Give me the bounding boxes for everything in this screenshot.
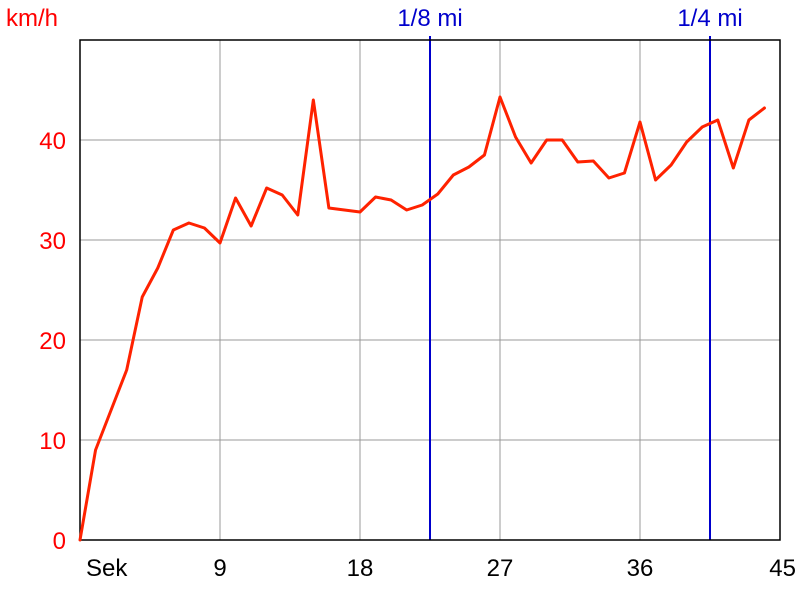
- series-layer: [78, 95, 766, 542]
- data-point: [421, 203, 424, 207]
- y-tick-label: 0: [53, 528, 66, 555]
- data-point: [483, 153, 486, 157]
- tick-labels: 0 10 20 30 40 9 18 27 36 45: [39, 128, 796, 582]
- data-point: [109, 408, 113, 412]
- data-point: [436, 192, 439, 196]
- data-point: [296, 213, 299, 217]
- x-tick-label: 27: [487, 555, 514, 582]
- data-point: [94, 448, 97, 452]
- y-tick-label: 30: [39, 228, 66, 255]
- data-point: [374, 195, 377, 199]
- data-point: [125, 368, 128, 372]
- data-point: [545, 138, 548, 142]
- x-tick-label: 36: [627, 555, 654, 582]
- x-tick-label: 45: [769, 555, 796, 582]
- data-point: [156, 266, 159, 270]
- x-tick-label: 9: [213, 555, 226, 582]
- data-point: [234, 196, 237, 200]
- y-tick-label: 10: [39, 428, 66, 455]
- data-point: [141, 295, 144, 299]
- data-point: [498, 95, 502, 99]
- data-point: [327, 206, 331, 210]
- data-point: [561, 138, 564, 142]
- distance-marker-label: 1/4 mi: [677, 5, 742, 32]
- data-point: [389, 198, 393, 202]
- x-axis-unit-label: Sek: [86, 555, 128, 582]
- data-point: [638, 120, 642, 124]
- data-point: [218, 241, 222, 245]
- y-tick-label: 40: [39, 128, 66, 155]
- data-point: [576, 160, 579, 164]
- data-point: [701, 125, 704, 129]
- data-point: [592, 159, 595, 163]
- data-point: [78, 538, 82, 542]
- y-tick-label: 20: [39, 328, 66, 355]
- distance-marker-label: 1/8 mi: [397, 5, 462, 32]
- data-point: [281, 193, 284, 197]
- data-point: [467, 165, 471, 169]
- data-point: [405, 208, 408, 212]
- plot-frame: [79, 39, 781, 541]
- distance-markers: 1/8 mi 1/4 mi: [397, 5, 743, 540]
- data-point: [529, 161, 533, 165]
- data-point: [187, 221, 191, 225]
- data-point: [172, 228, 175, 232]
- data-point: [685, 140, 688, 144]
- speed-series-line: [78, 95, 766, 542]
- data-point: [249, 224, 253, 228]
- data-point: [623, 171, 626, 175]
- axis-labels: km/h Sek: [6, 5, 128, 582]
- data-point: [654, 178, 657, 182]
- data-point: [716, 118, 719, 122]
- data-point: [265, 186, 268, 190]
- y-axis-unit-label: km/h: [6, 5, 58, 32]
- data-point: [763, 106, 766, 110]
- data-point: [732, 166, 735, 170]
- data-point: [358, 210, 362, 214]
- data-point: [607, 176, 611, 180]
- data-point: [669, 163, 673, 167]
- data-point: [312, 98, 315, 102]
- data-point: [514, 135, 517, 139]
- data-point: [343, 208, 346, 212]
- data-point: [747, 118, 751, 122]
- data-point: [452, 173, 455, 177]
- x-tick-label: 18: [347, 555, 374, 582]
- data-point: [203, 226, 206, 230]
